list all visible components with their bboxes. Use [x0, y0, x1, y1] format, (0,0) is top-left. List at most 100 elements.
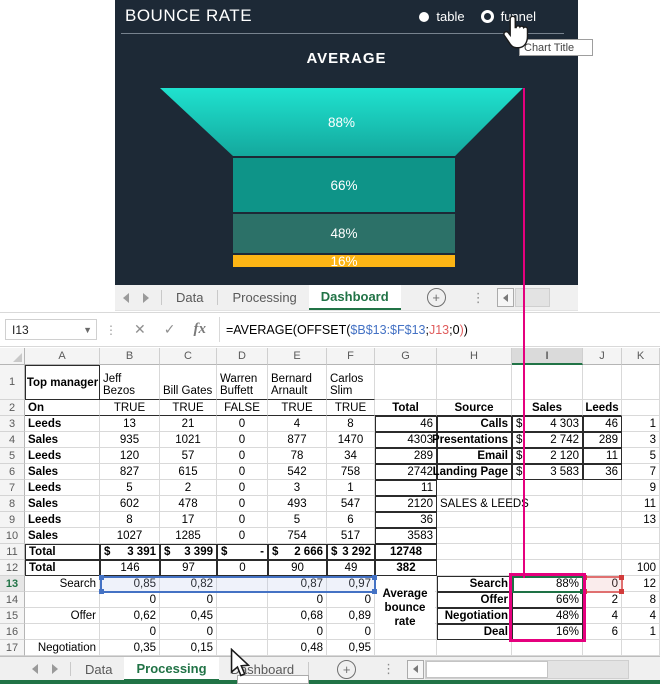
cell-C15[interactable]: 0,45	[160, 608, 217, 624]
cell-C9[interactable]: 17	[160, 512, 217, 528]
row-header-16[interactable]: 16	[0, 624, 25, 640]
cell-K8[interactable]: 11	[622, 496, 660, 512]
cell-H5[interactable]: Email	[437, 448, 512, 464]
cell-E16[interactable]: 0	[268, 624, 327, 640]
cell-C10[interactable]: 1285	[160, 528, 217, 544]
cell-B6[interactable]: 827	[100, 464, 160, 480]
column-header-A[interactable]: A	[25, 348, 100, 365]
row-header-2[interactable]: 2	[0, 400, 25, 416]
cell-I6[interactable]: $3 583	[512, 464, 583, 480]
cell-E17[interactable]: 0,48	[268, 640, 327, 656]
cell-G1[interactable]	[375, 365, 437, 400]
cell-J13[interactable]: 0	[583, 576, 622, 592]
cell-J11[interactable]	[583, 544, 622, 560]
cell-B1[interactable]: Jeff Bezos	[100, 365, 160, 400]
cell-G5[interactable]: 289	[375, 448, 437, 464]
cell-E14[interactable]: 0	[268, 592, 327, 608]
cell-I9[interactable]	[512, 512, 583, 528]
cell-F12[interactable]: 49	[327, 560, 375, 576]
cell-G6[interactable]: 2742	[375, 464, 437, 480]
cell-B2[interactable]: TRUE	[100, 400, 160, 416]
cell-F3[interactable]: 8	[327, 416, 375, 432]
tab-data[interactable]: Data	[176, 290, 204, 305]
tab-data[interactable]: Data	[85, 661, 113, 677]
cell-D9[interactable]: 0	[217, 512, 268, 528]
cell-K14[interactable]: 8	[622, 592, 660, 608]
cell-G12[interactable]: 382	[375, 560, 437, 576]
cell-G11[interactable]: 12748	[375, 544, 437, 560]
next-sheet-icon[interactable]	[143, 292, 149, 303]
cell-I17[interactable]	[512, 640, 583, 656]
cell-I13[interactable]: 88%	[512, 576, 583, 592]
cell-F16[interactable]: 0	[327, 624, 375, 640]
cell-A15[interactable]: Offer	[25, 608, 100, 624]
cell-H9[interactable]	[437, 512, 512, 528]
cell-G10[interactable]: 3583	[375, 528, 437, 544]
cell-D15[interactable]	[217, 608, 268, 624]
cell-F8[interactable]: 547	[327, 496, 375, 512]
cell-F13[interactable]: 0,97	[327, 576, 375, 592]
cell-I14[interactable]: 66%	[512, 592, 583, 608]
cell-A12[interactable]: Total	[25, 560, 100, 576]
tab-processing[interactable]: Processing	[124, 657, 219, 681]
cell-H12[interactable]	[437, 560, 512, 576]
cell-B14[interactable]: 0	[100, 592, 160, 608]
cell-C3[interactable]: 21	[160, 416, 217, 432]
cell-F1[interactable]: Carlos Slim	[327, 365, 375, 400]
cell-C1[interactable]: Bill Gates	[160, 365, 217, 400]
cell-H10[interactable]	[437, 528, 512, 544]
sheet-nav-arrows[interactable]	[0, 657, 68, 681]
row-header-10[interactable]: 10	[0, 528, 25, 544]
cell-K6[interactable]: 7	[622, 464, 660, 480]
cell-K3[interactable]: 1	[622, 416, 660, 432]
cell-C12[interactable]: 97	[160, 560, 217, 576]
cell-A10[interactable]: Sales	[25, 528, 100, 544]
cell-C7[interactable]: 2	[160, 480, 217, 496]
row-header-1[interactable]: 1	[0, 365, 25, 400]
cell-B8[interactable]: 602	[100, 496, 160, 512]
column-header-C[interactable]: C	[160, 348, 217, 365]
cell-J8[interactable]	[583, 496, 622, 512]
chart-toggle-funnel[interactable]: funnel	[480, 9, 536, 24]
cell-A6[interactable]: Sales	[25, 464, 100, 480]
cell-K10[interactable]	[622, 528, 660, 544]
cell-J16[interactable]: 6	[583, 624, 622, 640]
column-header-E[interactable]: E	[268, 348, 327, 365]
cell-D5[interactable]: 0	[217, 448, 268, 464]
cell-F10[interactable]: 517	[327, 528, 375, 544]
cell-C16[interactable]: 0	[160, 624, 217, 640]
cell-I4[interactable]: $2 742	[512, 432, 583, 448]
cell-E5[interactable]: 78	[268, 448, 327, 464]
cell-J5[interactable]: 11	[583, 448, 622, 464]
cell-K15[interactable]: 4	[622, 608, 660, 624]
prev-sheet-icon[interactable]	[123, 292, 129, 303]
row-header-4[interactable]: 4	[0, 432, 25, 448]
insert-function-icon[interactable]: fx	[193, 321, 206, 337]
cell-H13[interactable]: Search	[437, 576, 512, 592]
cell-G9[interactable]: 36	[375, 512, 437, 528]
cell-J10[interactable]	[583, 528, 622, 544]
cancel-entry-icon[interactable]: ✕	[134, 321, 146, 337]
select-all-corner[interactable]	[0, 348, 25, 365]
cell-F17[interactable]: 0,95	[327, 640, 375, 656]
row-header-17[interactable]: 17	[0, 640, 25, 656]
cell-C6[interactable]: 615	[160, 464, 217, 480]
cell-A13[interactable]: Search	[25, 576, 100, 592]
cell-B3[interactable]: 13	[100, 416, 160, 432]
confirm-entry-icon[interactable]: ✓	[163, 321, 176, 337]
cell-B7[interactable]: 5	[100, 480, 160, 496]
prev-sheet-icon[interactable]	[32, 664, 38, 674]
cell-E9[interactable]: 5	[268, 512, 327, 528]
row-header-11[interactable]: 11	[0, 544, 25, 560]
name-box[interactable]: I13 ▼	[5, 319, 97, 340]
cell-J1[interactable]	[583, 365, 622, 400]
hscrollbar[interactable]	[514, 288, 550, 307]
column-header-I[interactable]: I	[512, 348, 583, 365]
cell-B16[interactable]: 0	[100, 624, 160, 640]
cell-J15[interactable]: 4	[583, 608, 622, 624]
hscroll-left-button[interactable]	[407, 659, 425, 679]
cell-A3[interactable]: Leeds	[25, 416, 100, 432]
cell-K17[interactable]	[622, 640, 660, 656]
hscrollbar[interactable]	[425, 659, 630, 679]
cell-H4[interactable]: Presentations	[432, 432, 512, 448]
